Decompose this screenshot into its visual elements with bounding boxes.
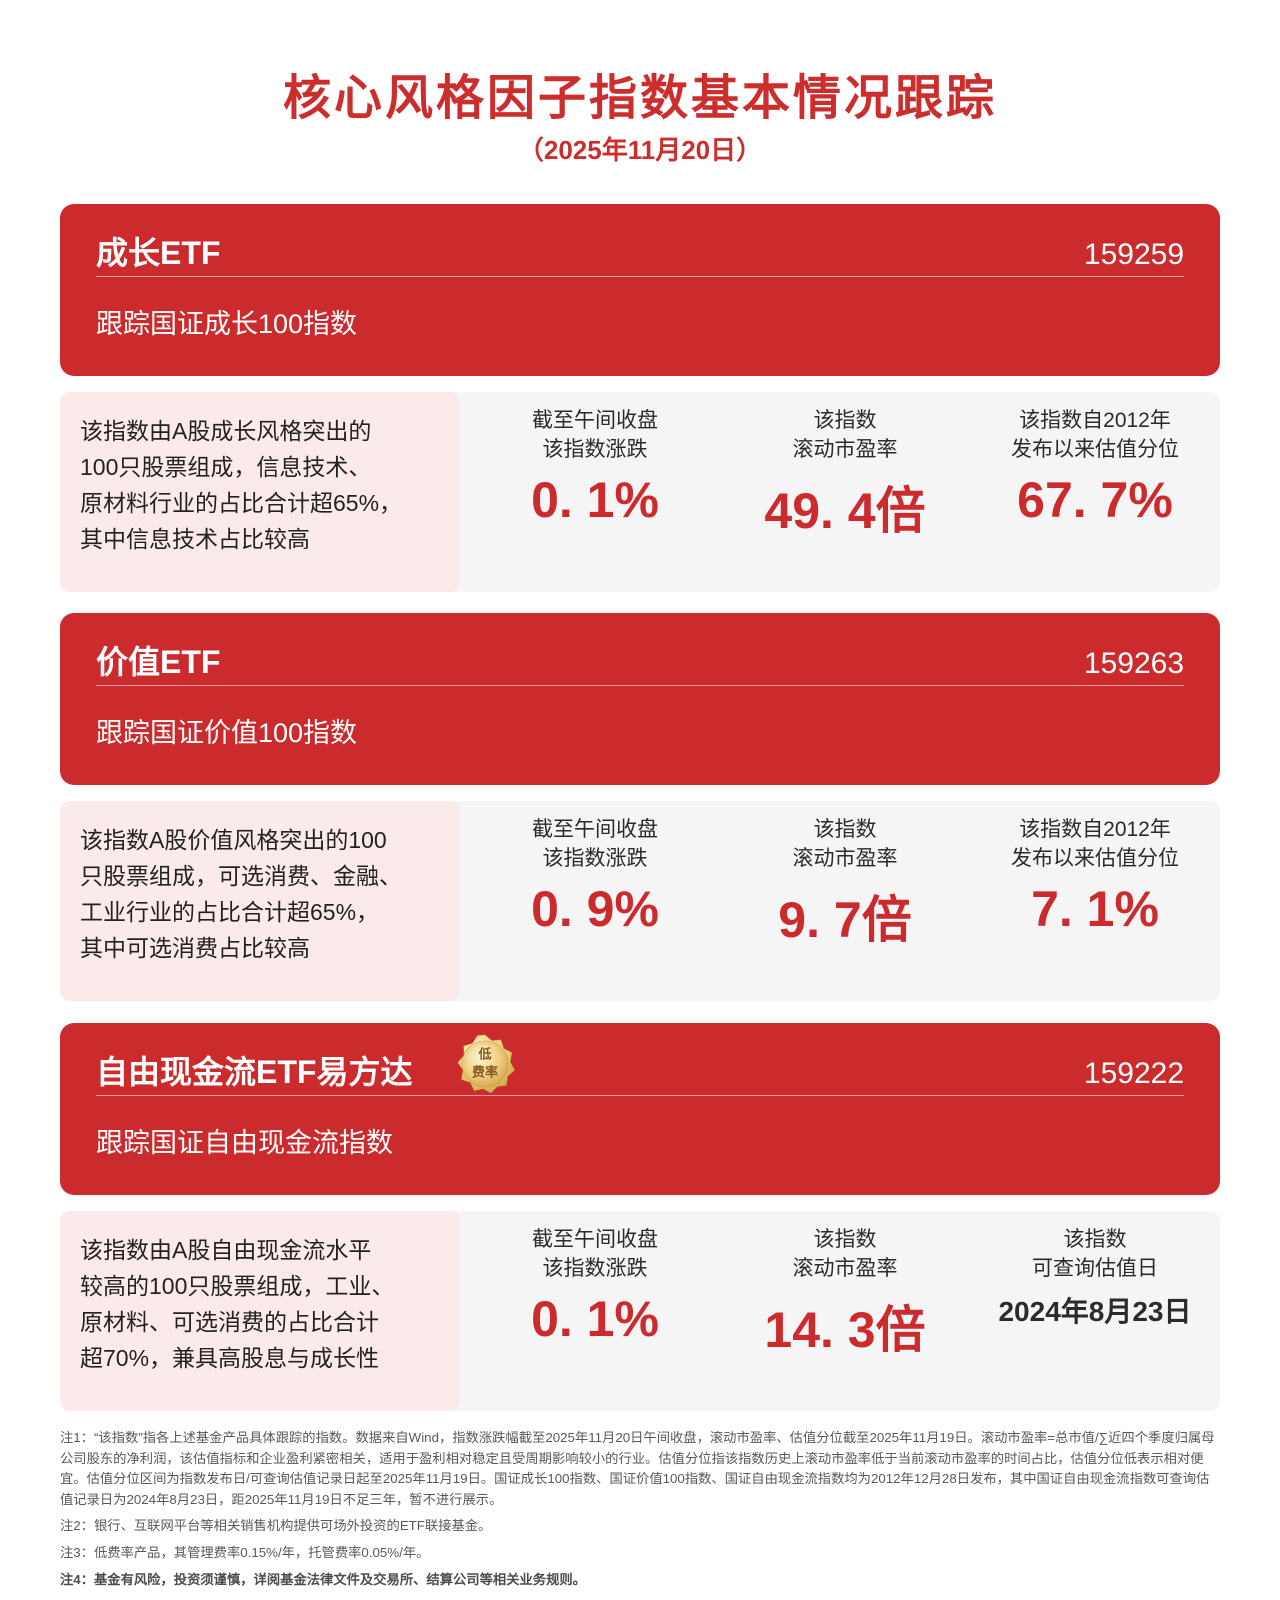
- svg-text:费率: 费率: [472, 1064, 498, 1079]
- svg-text:低: 低: [477, 1046, 491, 1061]
